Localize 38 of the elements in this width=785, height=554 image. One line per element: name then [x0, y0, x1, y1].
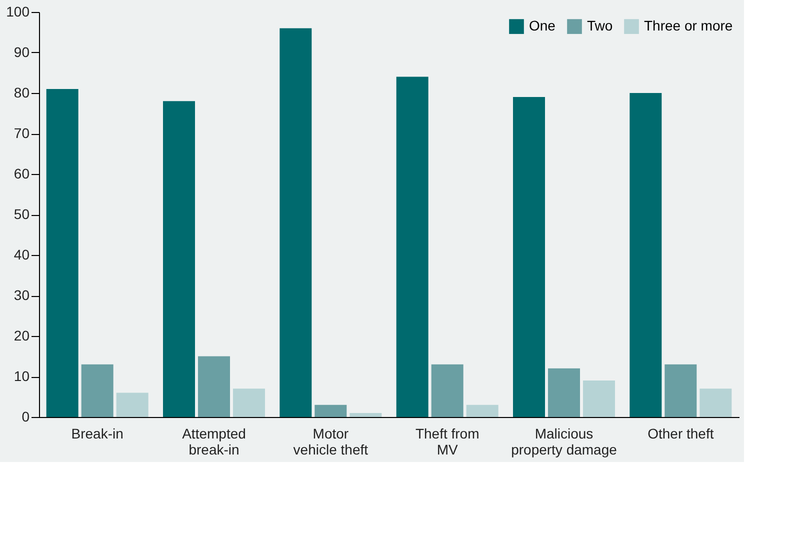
- y-tick-label: 80: [14, 84, 30, 100]
- x-tick-label: Motor vehicle theft: [293, 426, 368, 458]
- bar: [700, 388, 732, 417]
- x-tick-label: Malicious property damage: [511, 426, 618, 458]
- y-tick-label: 90: [14, 44, 30, 60]
- bar: [630, 93, 662, 417]
- bar: [314, 404, 347, 417]
- y-tick-label: 60: [14, 166, 30, 182]
- bar: [116, 392, 148, 417]
- bar: [233, 388, 265, 417]
- x-tick-label: Break-in: [71, 426, 124, 442]
- y-tick-label: 0: [22, 408, 30, 424]
- x-tick-label: Theft from MV: [415, 426, 480, 458]
- bar: [46, 88, 78, 417]
- bar: [513, 97, 545, 417]
- y-tick-label: 40: [14, 246, 30, 262]
- legend-label: Two: [587, 18, 613, 34]
- bar: [466, 404, 498, 417]
- bar: [396, 76, 428, 417]
- legend-label: One: [529, 18, 556, 34]
- bar: [664, 364, 697, 417]
- y-tick-label: 70: [14, 125, 30, 141]
- y-tick-label: 50: [14, 206, 30, 222]
- bar: [81, 364, 114, 417]
- bar: [431, 364, 464, 417]
- y-tick-label: 100: [6, 4, 30, 20]
- y-tick-label: 20: [14, 328, 30, 344]
- bar: [163, 101, 195, 417]
- y-tick-label: 10: [14, 368, 30, 384]
- bar: [198, 356, 230, 417]
- bar: [280, 28, 312, 417]
- bar: [548, 368, 580, 417]
- x-tick-label: Attempted break-in: [182, 426, 246, 458]
- y-tick-label: 30: [14, 287, 30, 303]
- legend-label: Three or more: [644, 18, 733, 34]
- bar: [583, 380, 615, 417]
- x-tick-label: Other theft: [648, 426, 714, 442]
- bar: [350, 412, 382, 417]
